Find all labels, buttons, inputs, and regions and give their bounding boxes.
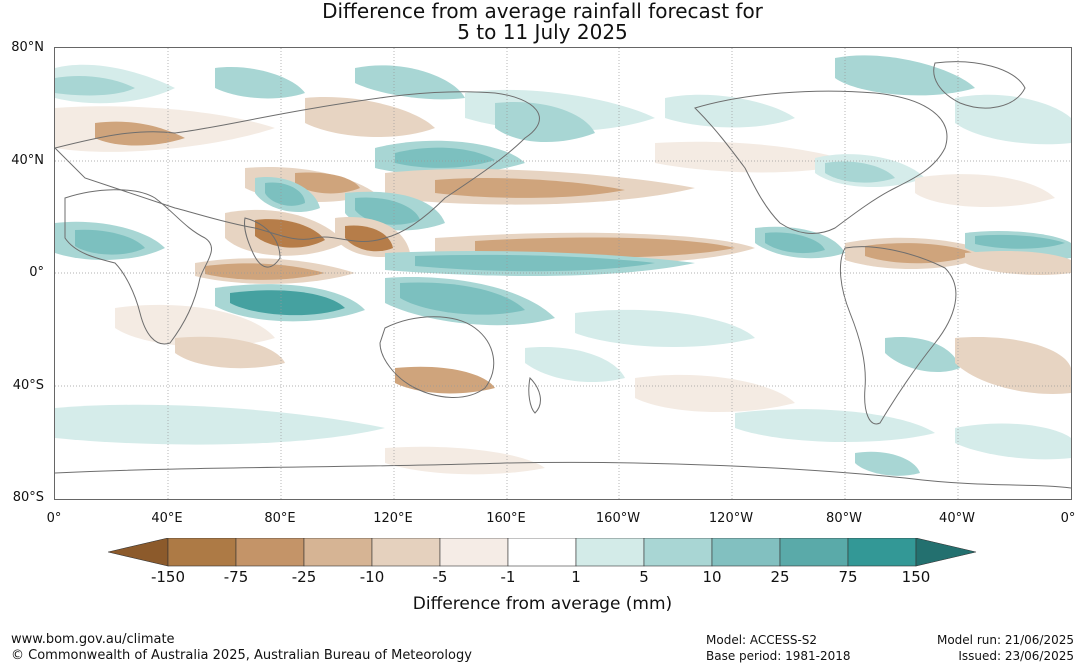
colorbar-tick-5: 5 bbox=[639, 568, 649, 586]
lat-label-80n: 80°N bbox=[11, 40, 44, 55]
colorbar-tick-minus1: -1 bbox=[500, 568, 516, 586]
colorbar-swatch bbox=[235, 538, 305, 567]
footer-copyright: © Commonwealth of Australia 2025, Austra… bbox=[11, 648, 472, 663]
colorbar-tick-minus25: -25 bbox=[291, 568, 317, 586]
lon-label-160w: 160°W bbox=[595, 511, 641, 526]
colorbar-swatch bbox=[779, 538, 849, 567]
footer-issued: Issued: 23/06/2025 bbox=[958, 649, 1074, 663]
footer-url[interactable]: www.bom.gov.au/climate bbox=[11, 632, 175, 647]
lon-label-80w: 80°W bbox=[826, 511, 862, 526]
colorbar-swatch bbox=[847, 538, 917, 567]
colorbar-tick-minus150: -150 bbox=[150, 568, 186, 586]
colorbar-swatch bbox=[507, 538, 577, 567]
lat-label-40s: 40°S bbox=[12, 378, 44, 393]
map-title-line1: Difference from average rainfall forecas… bbox=[322, 0, 763, 23]
anomaly-shading bbox=[55, 55, 1071, 476]
coastlines bbox=[55, 61, 1071, 489]
lon-label-80e: 80°E bbox=[264, 511, 296, 526]
colorbar-extend-high bbox=[915, 538, 977, 567]
lon-label-0: 0° bbox=[46, 511, 62, 526]
colorbar-swatch bbox=[643, 538, 713, 567]
colorbar-tick-10: 10 bbox=[702, 568, 722, 586]
colorbar-swatch bbox=[167, 538, 237, 567]
lon-label-360: 0° bbox=[1060, 511, 1076, 526]
colorbar bbox=[108, 538, 977, 567]
graticule bbox=[55, 48, 1071, 499]
lon-label-120e: 120°E bbox=[373, 511, 413, 526]
colorbar-swatch bbox=[439, 538, 509, 567]
footer-model-run: Model run: 21/06/2025 bbox=[936, 633, 1074, 647]
lon-label-40w: 40°W bbox=[939, 511, 975, 526]
lat-label-80s: 80°S bbox=[12, 490, 44, 505]
colorbar-tick-75: 75 bbox=[838, 568, 858, 586]
map-canvas bbox=[55, 48, 1071, 499]
footer-model: Model: ACCESS-S2 bbox=[706, 633, 818, 647]
colorbar-tick-150: 150 bbox=[901, 568, 931, 586]
colorbar-swatch bbox=[303, 538, 373, 567]
lat-label-equator: 0° bbox=[29, 265, 44, 280]
colorbar-extend-low bbox=[108, 538, 169, 567]
colorbar-swatch bbox=[575, 538, 645, 567]
rainfall-anomaly-map bbox=[54, 47, 1072, 500]
colorbar-swatch bbox=[711, 538, 781, 567]
colorbar-tick-minus5: -5 bbox=[432, 568, 448, 586]
colorbar-tick-minus10: -10 bbox=[359, 568, 385, 586]
colorbar-title: Difference from average (mm) bbox=[412, 594, 673, 614]
footer-base-period: Base period: 1981-2018 bbox=[706, 649, 851, 663]
colorbar-tick-minus75: -75 bbox=[223, 568, 249, 586]
colorbar-swatch bbox=[371, 538, 441, 567]
lat-label-40n: 40°N bbox=[11, 153, 44, 168]
lon-label-40e: 40°E bbox=[151, 511, 183, 526]
map-title-line2: 5 to 11 July 2025 bbox=[457, 20, 628, 44]
lon-label-120w: 120°W bbox=[708, 511, 754, 526]
lon-label-160e: 160°E bbox=[486, 511, 526, 526]
colorbar-tick-25: 25 bbox=[770, 568, 790, 586]
colorbar-tick-1: 1 bbox=[571, 568, 581, 586]
